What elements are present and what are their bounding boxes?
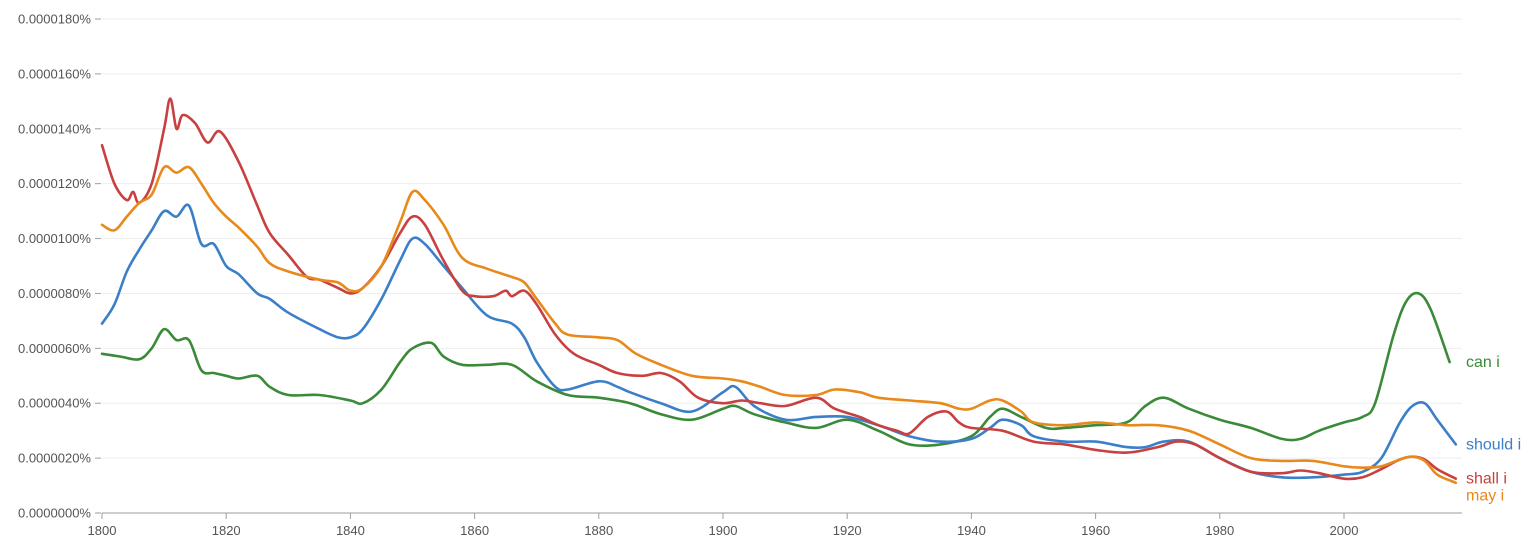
x-tick-label: 1880 [584, 523, 613, 538]
series-label-can-i: can i [1466, 354, 1500, 371]
x-tick-label: 1940 [957, 523, 986, 538]
series-line-shall-i[interactable] [100, 97, 1458, 481]
x-tick-label: 1840 [336, 523, 365, 538]
series-lines[interactable] [100, 97, 1458, 485]
x-tick-label: 1900 [709, 523, 738, 538]
y-tick-label: 0.0000020% [18, 451, 91, 466]
x-tick-label: 1920 [833, 523, 862, 538]
y-tick-label: 0.0000040% [18, 396, 91, 411]
grid-lines [102, 18, 1462, 459]
x-axis-tick-labels: 1800 1820 1840 1860 1880 1900 1920 1940 1960 1980… [88, 513, 1359, 538]
series-label-should-i: should i [1466, 436, 1521, 453]
y-tick-label: 0.0000100% [18, 231, 91, 246]
y-axis-tick-labels: 0.0000000% 0.0000020% 0.0000040% 0.0000060%… [18, 12, 101, 521]
x-tick-label: 1980 [1205, 523, 1234, 538]
series-line-should-i[interactable] [100, 203, 1458, 480]
y-tick-label: 0.0000060% [18, 341, 91, 356]
x-tick-label: 2000 [1330, 523, 1359, 538]
y-tick-label: 0.0000180% [18, 12, 91, 27]
series-label-may-i: may i [1466, 488, 1504, 505]
x-tick-label: 1800 [88, 523, 117, 538]
y-tick-label: 0.0000140% [18, 121, 91, 136]
series-label-shall-i: shall i [1466, 471, 1507, 488]
y-tick-label: 0.0000000% [18, 506, 91, 521]
y-tick-label: 0.0000160% [18, 66, 91, 81]
y-tick-label: 0.0000080% [18, 286, 91, 301]
x-tick-label: 1860 [460, 523, 489, 538]
series-line-may-i[interactable] [100, 165, 1458, 485]
series-line-can-i[interactable] [100, 291, 1451, 448]
y-tick-label: 0.0000120% [18, 176, 91, 191]
x-tick-label: 1820 [212, 523, 241, 538]
x-tick-label: 1960 [1081, 523, 1110, 538]
